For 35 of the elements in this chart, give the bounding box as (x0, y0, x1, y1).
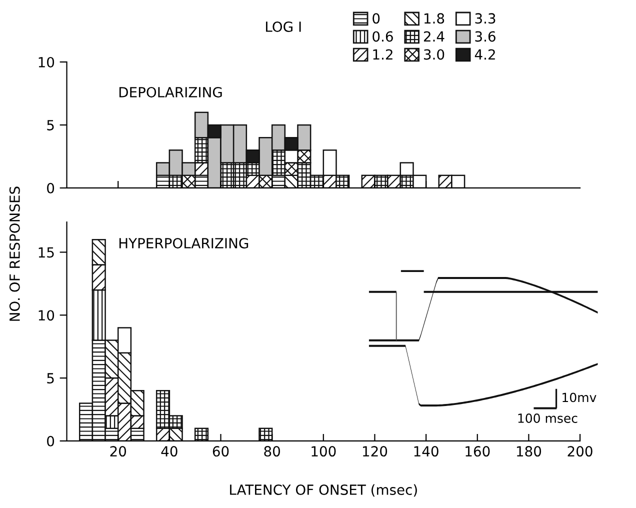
y-tick-label: 5 (47, 120, 54, 130)
legend-label: 3.3 (475, 13, 496, 24)
x-tick-label: 140 (414, 446, 438, 457)
y-tick-label: 10 (38, 56, 54, 68)
annotation: 100 msec (518, 414, 578, 423)
y-tick-label: 5 (47, 373, 54, 384)
bar (194, 428, 209, 441)
legend-label: 0.6 (372, 31, 393, 42)
y-tick-label: 0 (47, 436, 54, 446)
legend-label: 0 (372, 13, 380, 24)
x-tick-label: 100 (312, 446, 336, 457)
x-tick-label: 80 (264, 446, 280, 457)
y-tick-label: 15 (38, 247, 54, 258)
text: DEPOLARIZING (119, 86, 222, 98)
x-tick-label: 200 (568, 446, 592, 457)
x-tick-label: 20 (110, 446, 126, 457)
legend-label: 4.2 (474, 49, 495, 60)
x-tick-label: 40 (161, 446, 178, 457)
y-tick-label: 0 (47, 182, 54, 194)
x-axis-title: LATENCY OF ONSET (msec) (230, 484, 417, 497)
legend-label: 3.0 (424, 49, 444, 60)
x-tick-label: 160 (466, 446, 490, 457)
x-tick-label: 180 (516, 446, 542, 457)
y-axis-title: NO. OF RESPONSES (9, 186, 20, 321)
x-tick-label: 60 (212, 446, 229, 457)
annotation: 10mv (562, 392, 596, 402)
legend-label: 1.8 (424, 13, 444, 24)
text: HYPERPOLARIZING (119, 238, 248, 248)
x-tick-label: 120 (363, 446, 388, 457)
bar (258, 428, 273, 441)
legend-label: 3.6 (475, 31, 496, 42)
legend-label: 2.4 (424, 31, 444, 42)
legend-title: LOG I (266, 21, 301, 32)
y-tick-label: 10 (38, 310, 54, 321)
legend-label: 1.2 (373, 49, 392, 60)
